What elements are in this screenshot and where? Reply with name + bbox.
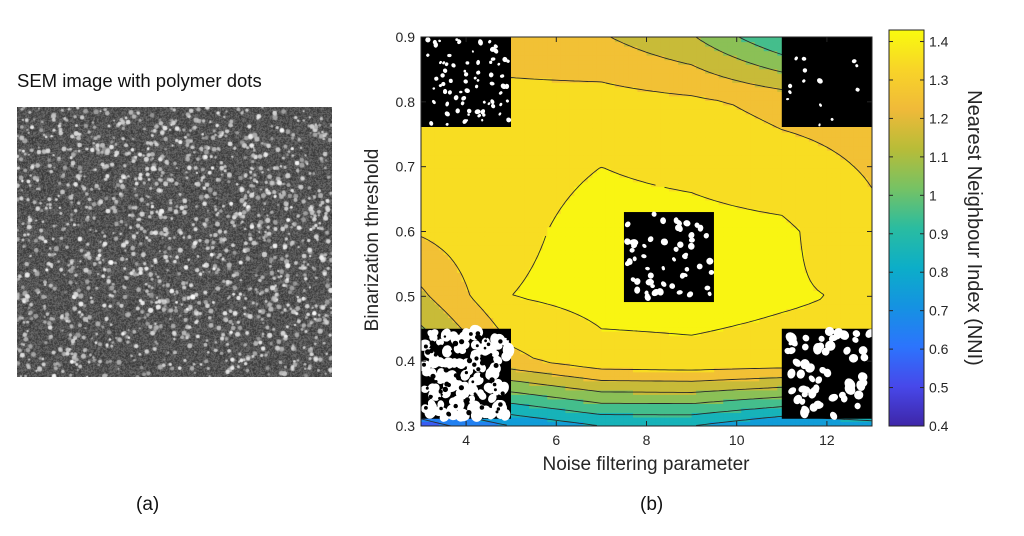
inset-top-right bbox=[781, 37, 872, 127]
inset-top-left bbox=[421, 37, 512, 127]
colorbar-tick-label: 1.1 bbox=[929, 149, 949, 165]
y-tick-label: 0.6 bbox=[396, 224, 416, 240]
y-tick-label: 0.3 bbox=[396, 418, 416, 434]
colorbar-tick-label: 0.4 bbox=[929, 418, 949, 434]
panel-a-label: (a) bbox=[136, 494, 160, 515]
colorbar-tick-label: 1.3 bbox=[929, 72, 949, 88]
colorbar-tick-label: 1 bbox=[929, 187, 937, 203]
y-tick-label: 0.5 bbox=[396, 288, 416, 304]
contour-line-1.4 bbox=[512, 166, 825, 336]
panel-b-label: (b) bbox=[640, 494, 664, 515]
inset-bottom-left bbox=[417, 324, 515, 422]
sem-image-title: SEM image with polymer dots bbox=[17, 70, 262, 91]
colorbar-tick-label: 0.9 bbox=[929, 226, 949, 242]
y-axis-label: Binarization threshold bbox=[362, 149, 383, 332]
x-tick-label: 4 bbox=[462, 432, 470, 448]
x-tick-label: 6 bbox=[552, 432, 560, 448]
y-tick-label: 0.7 bbox=[396, 159, 416, 175]
inset-layer bbox=[417, 37, 874, 422]
colorbar-tick-layer: 0.4 0.5 0.6 0.7 0.8 0.9 1 1.1 1.2 1.3 1.4 bbox=[889, 34, 949, 434]
colorbar-tick-label: 0.8 bbox=[929, 264, 949, 280]
colorbar-tick-label: 1.4 bbox=[929, 34, 949, 50]
x-tick-label: 8 bbox=[643, 432, 651, 448]
x-axis-label: Noise filtering parameter bbox=[543, 454, 751, 475]
inset-bottom-right bbox=[781, 326, 874, 420]
colorbar-label: Nearest Neighbour Index (NNI) bbox=[963, 90, 985, 366]
colorbar-tick-label: 0.6 bbox=[929, 341, 949, 357]
sem-micrograph-image bbox=[17, 107, 332, 377]
colorbar-tick-label: 0.5 bbox=[929, 380, 949, 396]
y-tick-label: 0.8 bbox=[396, 94, 416, 110]
x-tick-label: 10 bbox=[729, 432, 745, 448]
colorbar-tick-label: 0.7 bbox=[929, 303, 949, 319]
inset-center bbox=[623, 211, 715, 303]
colorbar-tick-label: 1.2 bbox=[929, 110, 949, 126]
y-tick-label: 0.4 bbox=[396, 353, 416, 369]
colorbar bbox=[888, 29, 925, 427]
x-tick-label: 12 bbox=[819, 432, 835, 448]
x-tick-layer: 4 6 8 10 12 bbox=[462, 37, 835, 448]
y-tick-layer: 0.3 0.4 0.5 0.6 0.7 0.8 0.9 bbox=[396, 29, 872, 434]
y-tick-label: 0.9 bbox=[396, 29, 416, 45]
